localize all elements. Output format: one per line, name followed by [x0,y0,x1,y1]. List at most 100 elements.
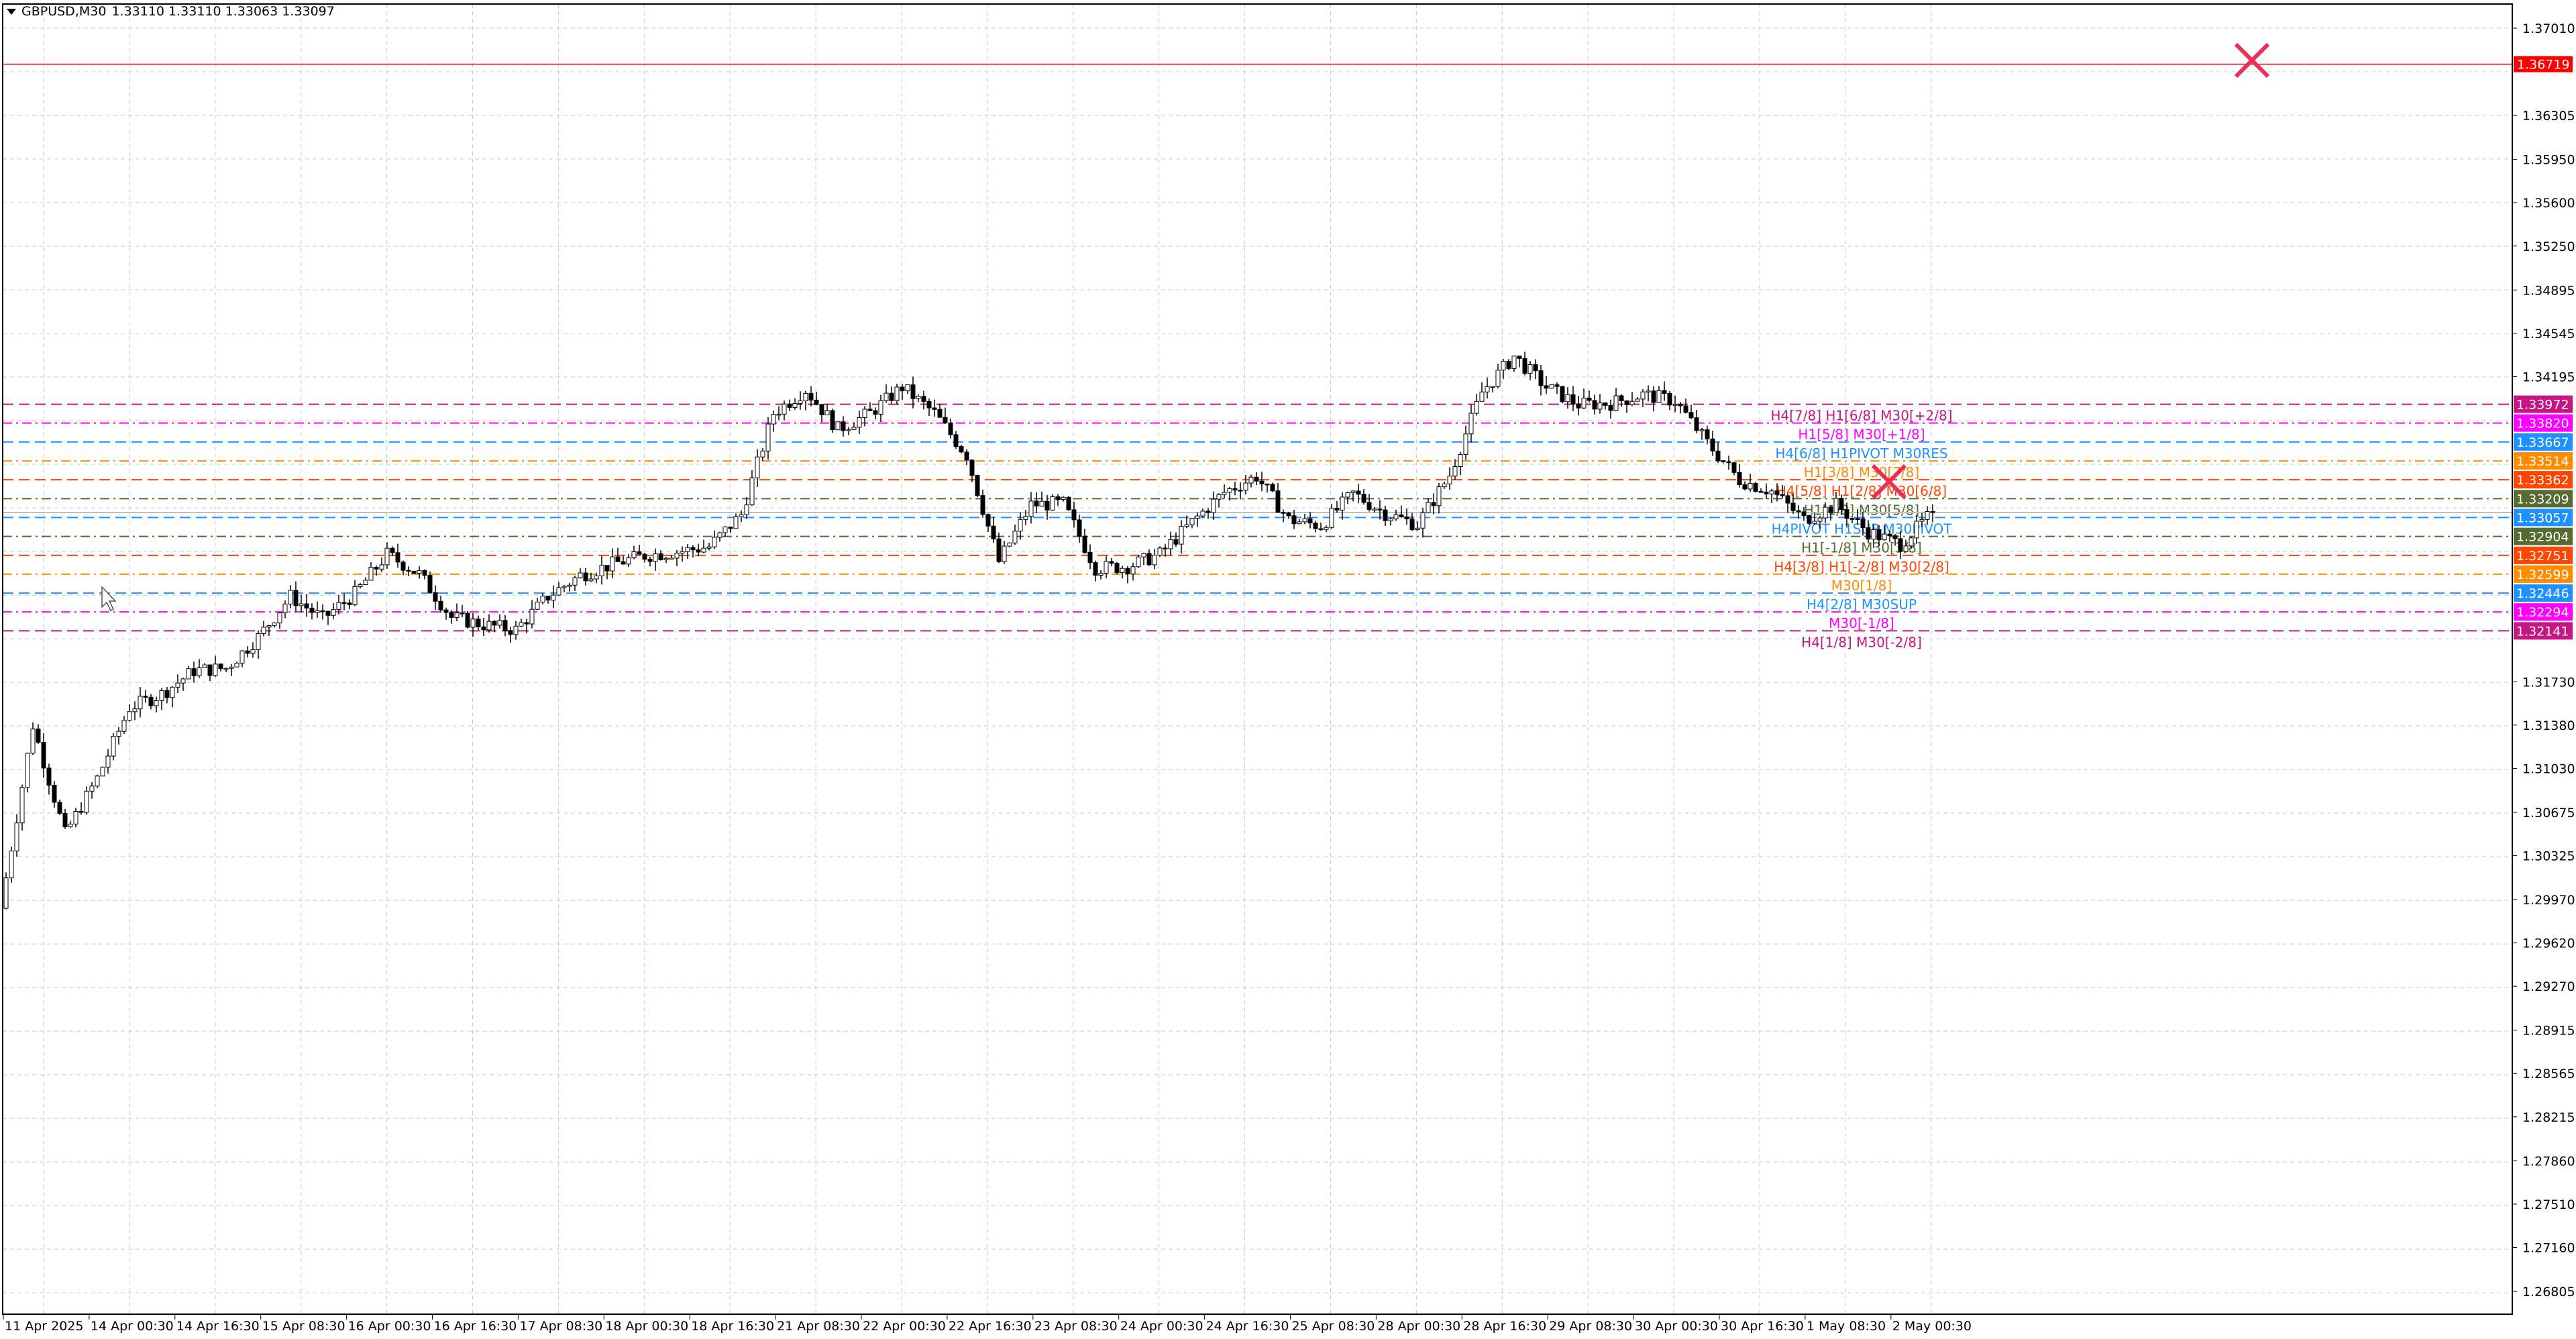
candle-body [760,450,765,458]
candle-body [787,403,792,408]
candle-body [223,667,229,670]
candle-body [1479,391,1485,402]
candle-body [1790,502,1796,511]
price-tick-label: 1.34545 [2522,327,2575,341]
level-price-tag [2514,508,2573,527]
time-axis[interactable]: 11 Apr 2025 14 Apr 00:30 14 Apr 16:30 15 Ap… [3,1314,1972,1334]
candle-body [73,810,78,824]
candle-body [304,603,309,608]
candle-body [980,495,985,515]
level-price-label: 1.32599 [2516,568,2569,582]
level-price-label: 1.33972 [2516,398,2569,413]
candle-body [443,609,449,613]
candle-body [621,561,626,565]
level-price-label: 1.33667 [2516,435,2569,450]
price-tick-label: 1.35600 [2522,196,2575,211]
candle-body [594,575,599,580]
candle-body [808,392,814,400]
candle-body [454,612,460,618]
candle-body [1468,413,1474,435]
candle-body [159,690,164,701]
candle-body [1667,392,1672,406]
candle-body [867,409,873,411]
candle-body [722,526,728,533]
level-price-tag [2514,527,2573,545]
price-tick-label: 1.27160 [2522,1240,2575,1255]
candle-body [545,596,551,601]
candle-body [1157,547,1163,556]
candle-body [1608,405,1613,411]
time-tick-label: 23 Apr 08:30 [1034,1319,1118,1334]
candle-body [1168,539,1173,549]
time-tick-label: 24 Apr 00:30 [1120,1319,1203,1334]
ohlc-values: 1.33110 1.33110 1.33063 1.33097 [111,4,335,19]
candle-body [1522,358,1527,374]
candle-body [1399,514,1404,517]
candle-body [1093,562,1098,576]
candle-body [567,584,572,587]
candle-body [1914,521,1919,539]
candle-body [1807,515,1812,524]
candle-body [1227,488,1232,493]
candle-body [749,477,755,506]
candle-body [1511,356,1517,369]
level-label: H1[1/8] M30[5/8] [1804,502,1919,518]
candle-body [540,596,545,602]
candle-body [1087,551,1093,564]
candle-body [1554,384,1560,387]
candle-body [460,612,465,614]
time-tick-label: 22 Apr 16:30 [949,1319,1032,1334]
candle-body [1624,400,1629,405]
candle-body [1828,506,1833,513]
candle-body [1071,509,1077,521]
level-label: H4[7/8] H1[6/8] M30[+2/8] [1770,408,1952,424]
candle-body [492,621,497,626]
candle-body [390,547,395,553]
candle-body [1130,566,1136,575]
candle-body [1420,512,1426,529]
candle-body [1549,384,1554,389]
candle-body [1286,512,1291,517]
candle-body [1452,466,1458,477]
level-price-label: 1.33057 [2516,511,2569,525]
collapse-triangle-icon[interactable] [7,8,16,15]
candle-body [524,622,529,625]
candle-body [959,445,964,453]
candle-body [1179,526,1184,545]
candle-body [363,580,368,585]
candle-body [1028,500,1034,517]
candle-body [481,626,486,631]
candle-body [1409,519,1415,531]
candle-body [406,570,411,572]
candle-body [111,736,116,757]
candle-body [991,525,996,539]
plot-frame [2,3,2513,1315]
candle-body [1232,488,1238,491]
level-price-tag [2514,603,2573,621]
candle-body [148,696,154,706]
candle-body [1120,568,1125,574]
candle-body [1098,573,1104,576]
candle-body [535,601,540,610]
price-axis[interactable]: 1.37010 1.36305 1.35950 1.35600 1.35250 1.348… [2512,21,2575,1299]
candle-body [502,620,508,631]
candle-body [1882,533,1887,541]
candle-body [78,810,84,813]
candle-body [379,564,384,570]
candle-body [1485,386,1490,392]
level-label: H4[5/8] H1[2/8] M30[6/8] [1776,483,1947,499]
candle-body [250,649,256,654]
candle-body [218,663,223,670]
time-tick-label: 18 Apr 00:30 [605,1319,688,1334]
candle-body [1173,539,1179,545]
level-label: H4[3/8] H1[-2/8] M30[2/8] [1774,559,1949,575]
candle-body [1383,509,1388,521]
candle-body [599,565,604,576]
price-tick-label: 1.36305 [2522,109,2575,123]
candle-body [89,786,95,792]
candle-body [138,696,143,710]
candle-body [288,590,293,604]
candle-body [873,410,878,415]
